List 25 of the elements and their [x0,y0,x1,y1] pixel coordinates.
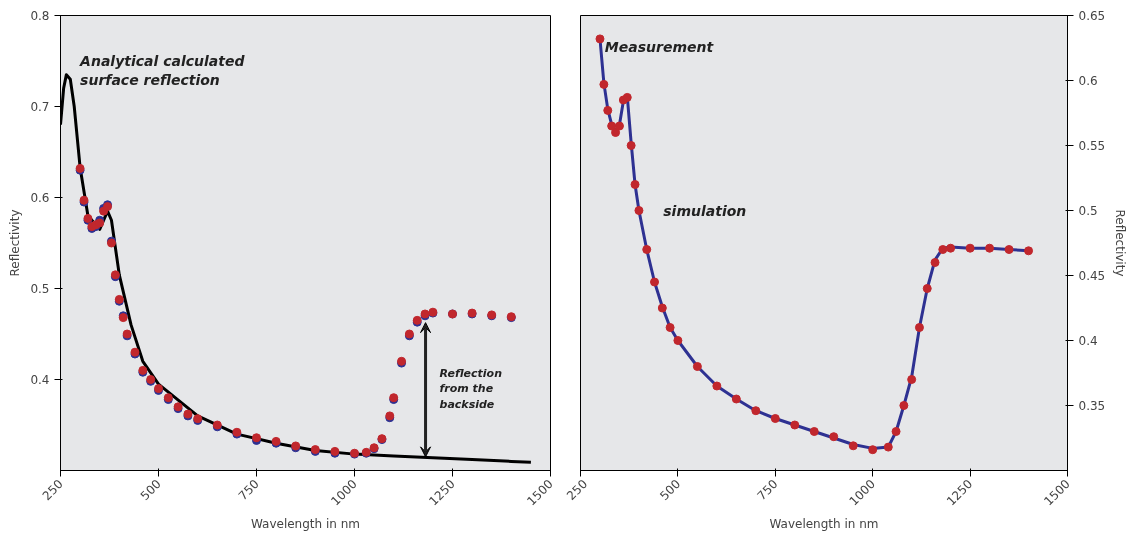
x-tick-label: 500 [137,476,164,503]
annotation: Measurement [604,39,715,56]
x-tick-label: 500 [657,476,684,503]
y2-tick-label: 0.35 [1078,399,1106,413]
y2-tick-label: 0.4 [1078,334,1098,348]
x-axis-title: Wavelength in nm [250,517,361,532]
y-tick-label: 0.5 [30,282,50,296]
annotation: Analytical calculated surface reflection [79,52,246,88]
x-tick-label: 750 [754,476,781,503]
y2-axis-title: Reflectivity [1113,209,1128,277]
y-axis-title: Reflectivity [8,209,23,277]
y-tick-label: 0.4 [30,373,50,387]
x-tick-label: 250 [564,476,591,503]
y-tick-label: 0.8 [30,9,50,23]
y2-tick-label: 0.45 [1078,269,1106,283]
y2-tick-label: 0.6 [1078,74,1098,88]
y2-tick-label: 0.5 [1078,204,1098,218]
y2-tick-label: 0.55 [1078,139,1106,153]
x-tick-label: 750 [235,476,262,503]
x-axis-title: Wavelength in nm [769,517,879,532]
y-tick-label: 0.6 [30,191,50,205]
y-tick-label: 0.7 [30,100,50,114]
y2-tick-label: 0.65 [1078,9,1106,23]
annotation: Reflection from the backside [439,366,503,411]
annotation: simulation [663,203,747,220]
